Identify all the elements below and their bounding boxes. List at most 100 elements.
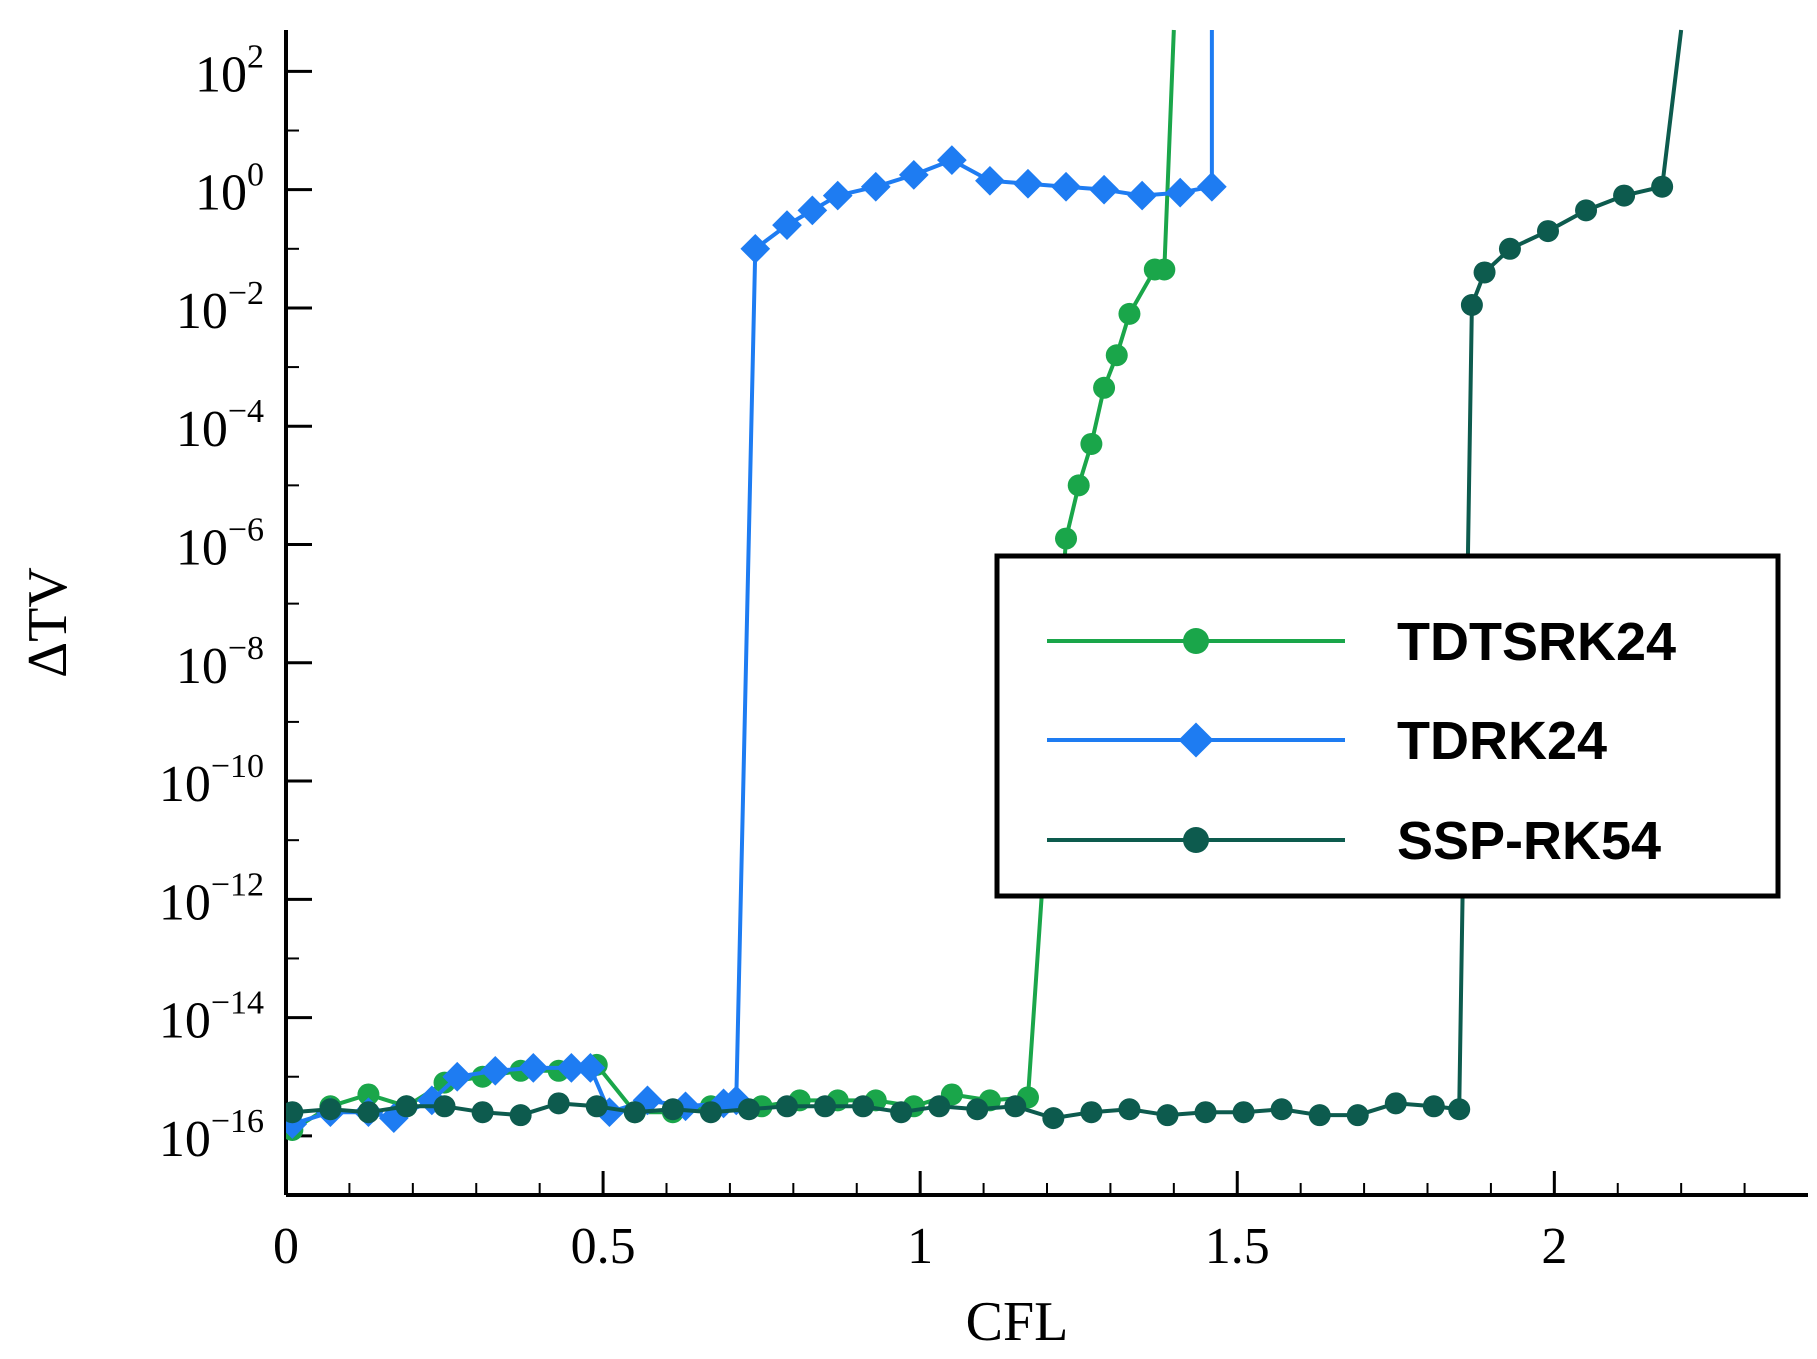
data-point — [1153, 258, 1176, 281]
data-point — [1575, 199, 1598, 222]
y-tick-label: 102 — [195, 38, 264, 103]
data-point — [797, 195, 828, 226]
legend-label: TDTSRK24 — [1397, 612, 1676, 672]
data-point — [286, 1101, 304, 1124]
legend-marker — [1183, 827, 1209, 853]
legend-label: SSP-RK54 — [1397, 811, 1661, 871]
y-tick-label: 10−14 — [159, 985, 264, 1050]
y-tick-label: 10−6 — [176, 511, 264, 576]
data-point — [1042, 1107, 1065, 1130]
data-point — [1498, 237, 1521, 260]
data-point — [1613, 184, 1636, 207]
data-point — [737, 1098, 760, 1121]
data-point — [1004, 1095, 1027, 1118]
legend-marker — [1178, 722, 1214, 758]
data-point — [975, 165, 1005, 196]
data-point — [860, 171, 891, 202]
data-point — [1422, 1095, 1445, 1118]
x-tick-label: 1.5 — [1205, 1218, 1270, 1275]
data-point — [937, 145, 967, 175]
data-point — [556, 1053, 587, 1083]
data-point — [822, 180, 853, 211]
y-tick-label: 10−8 — [176, 630, 264, 695]
data-point — [471, 1101, 494, 1124]
data-point — [480, 1055, 511, 1086]
data-point — [1013, 168, 1043, 199]
data-point — [357, 1101, 380, 1124]
data-point — [1346, 1104, 1369, 1127]
y-tick-label: 10−2 — [176, 275, 264, 340]
data-point — [1308, 1104, 1331, 1127]
axes-layer: 0 0.5 1 1.5 2 102 100 10−2 10−4 10−6 10−8 10−10 10−1… — [17, 30, 1808, 1353]
data-point — [442, 1061, 473, 1092]
series-line — [292, 29, 1684, 1121]
y-tick-label: 10−10 — [159, 748, 264, 813]
data-point — [1270, 1098, 1293, 1121]
data-point — [319, 1098, 342, 1121]
legend-entry-tdrk24: TDRK24 — [1047, 711, 1607, 771]
data-point — [670, 1091, 701, 1122]
data-point — [661, 1098, 684, 1121]
data-point — [1536, 220, 1559, 243]
y-tick-label: 10−16 — [159, 1103, 264, 1168]
x-axis-title: CFL — [966, 1291, 1069, 1353]
data-point — [1448, 1098, 1471, 1121]
data-point — [509, 1104, 532, 1127]
data-point — [357, 1083, 380, 1106]
data-point — [1232, 1101, 1255, 1124]
y-tick-label: 10−12 — [159, 866, 264, 931]
data-point — [1089, 174, 1119, 205]
y-axis-title: ΔTV — [17, 567, 79, 678]
data-point — [699, 1101, 722, 1124]
y-tick-label: 100 — [195, 157, 264, 222]
data-point — [740, 233, 771, 264]
series-layer — [286, 29, 1684, 1141]
x-tick-label: 2 — [1541, 1218, 1567, 1275]
data-point — [1080, 432, 1103, 455]
data-point — [378, 1103, 409, 1133]
legend-entry-ssp-rk54: SSP-RK54 — [1047, 811, 1661, 871]
data-point — [1118, 302, 1141, 325]
data-point — [1055, 527, 1078, 550]
data-point — [1651, 175, 1674, 198]
legend-entry-tdtsrk24: TDTSRK24 — [1047, 612, 1676, 672]
series-ssp-rk54 — [286, 29, 1684, 1130]
data-point — [1165, 177, 1196, 208]
data-point — [1093, 376, 1116, 399]
data-point — [966, 1098, 989, 1121]
data-point — [898, 160, 929, 190]
data-point — [1460, 293, 1483, 316]
data-point — [1067, 474, 1090, 497]
data-point — [1473, 261, 1496, 284]
data-point — [890, 1101, 913, 1124]
series-tdrk24 — [286, 30, 1227, 1139]
data-point — [518, 1053, 549, 1083]
y-tick-label: 10−4 — [176, 393, 264, 458]
data-point — [1127, 180, 1157, 211]
data-point — [1197, 171, 1227, 202]
data-point — [814, 1095, 837, 1118]
data-point — [1194, 1101, 1217, 1124]
x-tick-label: 0.5 — [571, 1218, 636, 1275]
data-point — [775, 1095, 798, 1118]
data-point — [575, 1053, 606, 1083]
x-tick-label: 0 — [273, 1218, 299, 1275]
legend: TDTSRK24 TDRK24 SSP-RK54 — [994, 553, 1781, 899]
data-point — [623, 1101, 646, 1124]
data-point — [547, 1092, 570, 1115]
legend-marker — [1183, 628, 1209, 654]
data-point — [585, 1095, 608, 1118]
data-point — [852, 1095, 875, 1118]
data-point — [1051, 171, 1081, 202]
data-point — [772, 210, 802, 241]
data-point — [1105, 344, 1128, 367]
data-point — [1156, 1104, 1179, 1127]
data-point — [1080, 1101, 1103, 1124]
data-point — [395, 1095, 418, 1118]
data-point — [1118, 1098, 1141, 1121]
data-point — [1384, 1092, 1407, 1115]
data-point — [928, 1095, 951, 1118]
data-point — [433, 1095, 456, 1118]
legend-label: TDRK24 — [1397, 711, 1607, 771]
